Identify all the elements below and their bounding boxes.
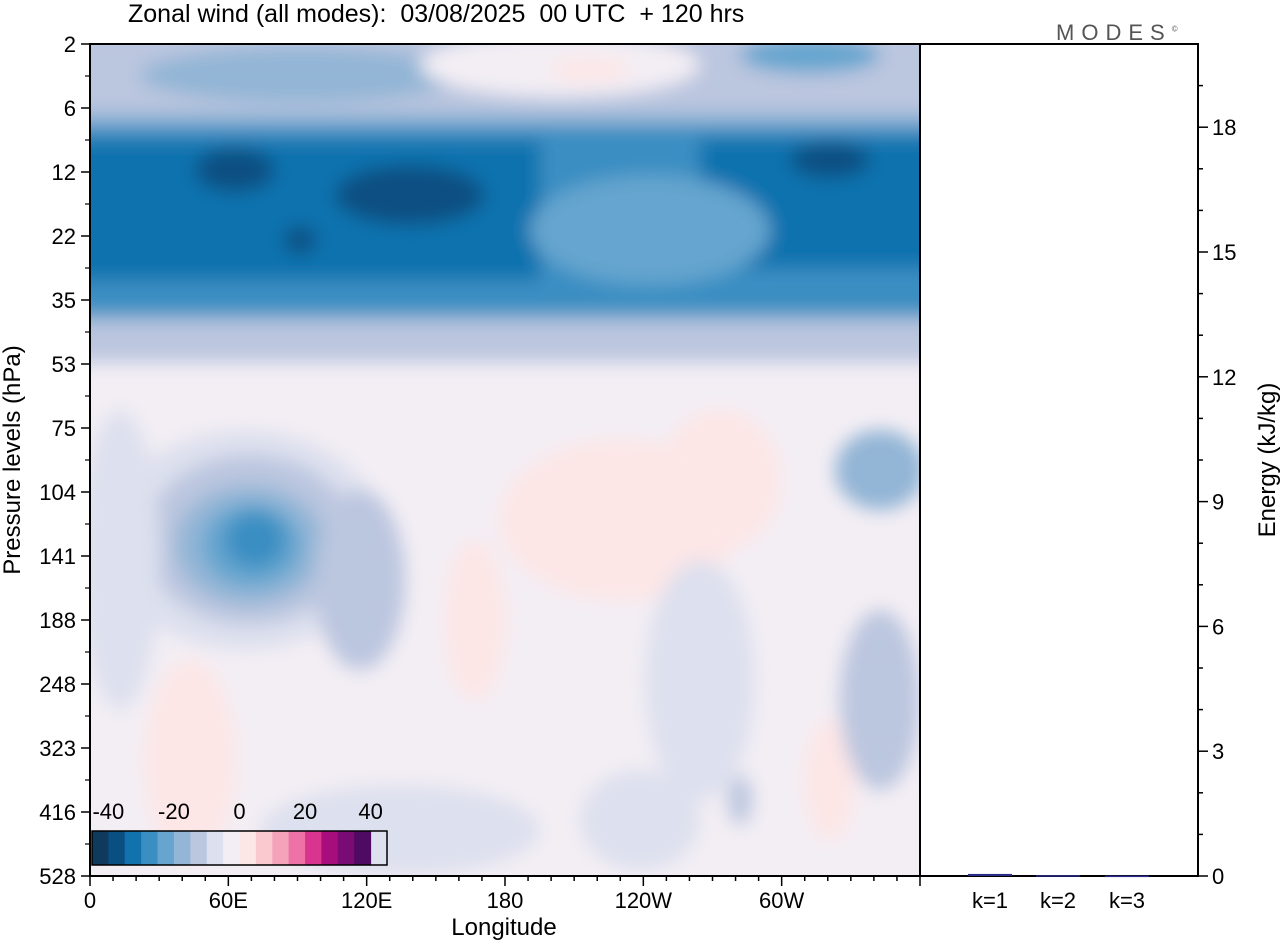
region-jet-max-d — [284, 226, 316, 254]
x-tick-label: 120E — [341, 888, 392, 913]
colorbar-label: -40 — [92, 799, 124, 824]
y-tick-label: 528 — [39, 864, 76, 889]
energy-category-label: k=3 — [1109, 888, 1145, 913]
energy-plot-frame — [919, 43, 1199, 877]
energy-tick-label: 0 — [1212, 864, 1224, 889]
region-jet-max-b — [335, 165, 485, 225]
colorbar-swatch — [141, 831, 159, 865]
energy-tick-label: 3 — [1212, 739, 1224, 764]
region-lower-a — [645, 560, 755, 800]
region-upper-a — [140, 47, 460, 103]
region-positive-e — [805, 720, 855, 840]
y-tick-label: 2 — [64, 32, 76, 57]
y-tick-label: 6 — [64, 96, 76, 121]
energy-bar — [1036, 875, 1080, 877]
y-tick-label: 416 — [39, 800, 76, 825]
colorbar-swatch — [354, 831, 372, 865]
region-lower-b — [90, 410, 160, 710]
energy-tick-label: 9 — [1212, 490, 1224, 515]
energy-axis: 0 3 6 9 12 15 18 — [1198, 84, 1236, 889]
region-jet-gap — [530, 175, 770, 285]
colorbar-swatch — [157, 831, 175, 865]
region-lower-d — [580, 770, 700, 870]
energy-category-label: k=2 — [1040, 888, 1076, 913]
energy-category-label: k=1 — [972, 888, 1008, 913]
y-tick-label: 141 — [39, 544, 76, 569]
x-tick-label: 60W — [759, 888, 804, 913]
y-tick-label: 53 — [52, 352, 76, 377]
region-mid-west-6 — [315, 490, 405, 670]
region-jet-max-a — [195, 148, 275, 192]
logo-mark: © — [1171, 24, 1178, 34]
y-tick-label: 22 — [52, 224, 76, 249]
region-positive-c — [660, 410, 780, 550]
colorbar-swatch — [223, 831, 240, 865]
colorbar-swatch — [272, 831, 290, 865]
x-tick-label: 0 — [84, 888, 96, 913]
colorbar-swatch — [337, 831, 355, 865]
zonal-wind-contour-field — [90, 44, 920, 876]
y-axis: 2 6 12 22 35 53 75 104 141 188 248 323 416 528 — [39, 32, 90, 889]
energy-axis-title: Energy (kJ/kg) — [1254, 383, 1280, 538]
x-tick-label: 60E — [209, 888, 248, 913]
colorbar-swatch — [92, 831, 109, 865]
region-east-mid — [835, 430, 920, 510]
colorbar: -40 -20 0 20 40 — [91, 799, 388, 866]
region-mid-west-5 — [225, 512, 285, 568]
region-lower-e — [728, 775, 752, 825]
energy-bar — [968, 873, 1012, 876]
region-jet-lower — [90, 322, 920, 362]
energy-tick-label: 15 — [1212, 240, 1236, 265]
x-tick-label: 120W — [615, 888, 673, 913]
colorbar-swatch — [108, 831, 126, 865]
region-positive-d — [145, 660, 235, 860]
colorbar-swatch — [255, 831, 273, 865]
colorbar-label: 0 — [233, 799, 245, 824]
colorbar-swatch — [173, 831, 191, 865]
colorbar-swatch — [124, 831, 142, 865]
y-tick-label: 75 — [52, 416, 76, 441]
energy-tick-label: 12 — [1212, 365, 1236, 390]
y-tick-label: 248 — [39, 672, 76, 697]
colorbar-label: 40 — [358, 799, 382, 824]
energy-tick-label: 6 — [1212, 614, 1224, 639]
y-tick-label: 12 — [52, 160, 76, 185]
colorbar-swatch — [305, 831, 322, 865]
x-axis-title: Longitude — [451, 914, 556, 941]
colorbar-label: -20 — [158, 799, 190, 824]
region-jet-max-c — [790, 142, 870, 178]
y-axis-title: Pressure levels (hPa) — [0, 345, 26, 574]
colorbar-swatch — [239, 831, 257, 865]
region-upper-d — [740, 44, 880, 73]
region-positive-b — [445, 540, 505, 700]
modes-logo: MODES© — [1056, 20, 1178, 46]
colorbar-swatch — [321, 831, 339, 865]
colorbar-frame — [91, 830, 388, 866]
y-tick-label: 104 — [39, 480, 76, 505]
chart-title: Zonal wind (all modes): 03/08/2025 00 UT… — [128, 0, 745, 28]
region-east-low — [840, 610, 920, 790]
colorbar-swatch — [206, 831, 224, 865]
field-regions — [90, 44, 920, 875]
logo-text: MODES — [1056, 20, 1172, 45]
y-tick-label: 323 — [39, 736, 76, 761]
y-tick-label: 35 — [52, 288, 76, 313]
y-tick-label: 188 — [39, 608, 76, 633]
colorbar-swatch — [288, 831, 306, 865]
colorbar-swatch — [190, 831, 208, 865]
energy-bar — [1105, 875, 1149, 878]
region-upper-c — [550, 58, 630, 82]
energy-bars: k=1 k=2 k=3 — [968, 873, 1149, 913]
colorbar-label: 20 — [293, 799, 317, 824]
energy-tick-label: 18 — [1212, 115, 1236, 140]
x-tick-label: 180 — [487, 888, 524, 913]
x-axis: 0 60E 120E 180 120W 60W — [84, 876, 921, 913]
